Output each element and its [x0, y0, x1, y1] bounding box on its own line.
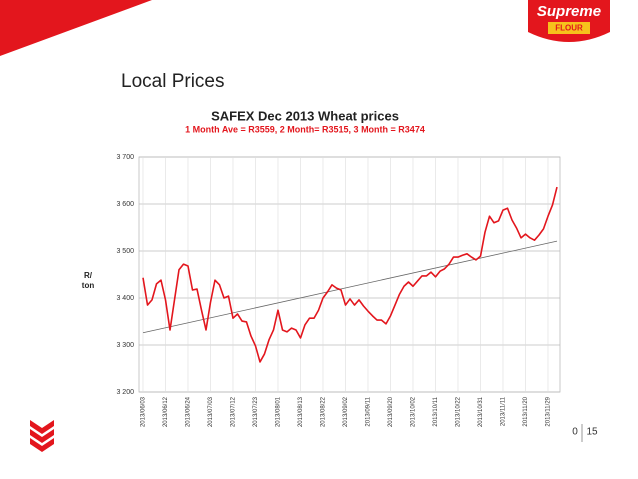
price-line [142, 186, 558, 363]
x-tick-label: 2013/10/11 [433, 396, 439, 426]
y-axis-label: R/ [84, 271, 93, 280]
trend-line [142, 240, 558, 334]
logo-band [548, 22, 590, 34]
x-tick-label: 2013/09/02 [343, 396, 349, 427]
chart-title: SAFEX Dec 2013 Wheat prices [211, 108, 399, 123]
x-tick-label: 2013/08/22 [321, 396, 327, 427]
corner-banner [0, 0, 152, 56]
logo-product: FLOUR [555, 24, 583, 33]
x-tick-label: 2013/08/13 [298, 396, 304, 427]
x-tick-label: 2013/10/22 [456, 396, 462, 427]
chevron [30, 438, 54, 452]
logo-brand: Supreme [537, 3, 601, 20]
x-tick-label: 2013/11/11 [501, 396, 507, 426]
x-tick-label: 2013/07/12 [231, 396, 237, 427]
y-tick-label: 3 400 [116, 295, 134, 302]
chevron [30, 429, 54, 443]
x-tick-label: 2013/11/20 [523, 396, 529, 426]
footer-logo [30, 420, 54, 452]
plot-area [138, 156, 561, 393]
x-tick-label: 2013/09/11 [366, 396, 372, 426]
y-tick-label: 3 700 [116, 154, 134, 161]
chevron [30, 420, 54, 434]
x-tick-label: 2013/08/01 [276, 396, 282, 427]
x-tick-label: 2013/10/02 [411, 396, 417, 427]
x-tick-label: 2013/06/03 [141, 396, 147, 427]
x-tick-label: 2013/11/29 [546, 396, 552, 426]
y-tick-label: 3 500 [116, 248, 134, 255]
y-tick-label: 3 200 [116, 389, 134, 396]
y-tick-label: 3 600 [116, 201, 134, 208]
x-tick-label: 2013/09/20 [388, 396, 394, 427]
x-tick-label: 2013/10/31 [478, 396, 484, 427]
x-tick-label: 2013/06/24 [186, 396, 192, 427]
chart-subtitle: 1 Month Ave = R3559, 2 Month= R3515, 3 M… [185, 124, 425, 134]
brand-logo: Supreme FLOUR [528, 0, 610, 42]
x-tick-label: 2013/07/03 [208, 396, 214, 427]
y-axis-label: ton [82, 281, 95, 290]
x-tick-label: 2013/07/23 [253, 396, 259, 427]
slide-heading: Local Prices [121, 71, 225, 92]
slide-number: 0 [572, 427, 578, 438]
x-tick-label: 2013/06/12 [163, 396, 169, 427]
slide-total: 15 [586, 427, 598, 438]
y-tick-label: 3 300 [116, 342, 134, 349]
